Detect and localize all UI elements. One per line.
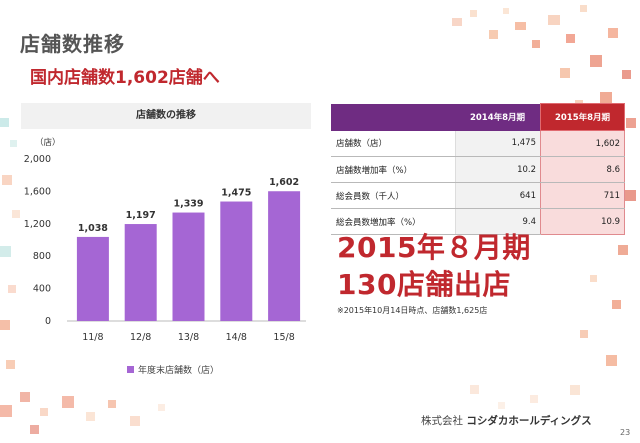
y-tick-label: 2,000: [24, 154, 51, 165]
value-2015: 711: [540, 182, 625, 209]
highlight-period: 2015年８月期: [337, 231, 531, 264]
bar: [268, 191, 301, 321]
x-tick-label: 14/8: [226, 332, 247, 343]
company-name: 株式会社 コシダカホールディングス: [421, 413, 592, 428]
bar-value-label: 1,197: [126, 210, 156, 221]
row-label: 総会員数（千人）: [331, 182, 455, 209]
row-label: 店舗数（店）: [331, 130, 455, 157]
highlight-openings: 130店舗出店: [337, 268, 511, 301]
chart-heading: 店舗数の推移: [21, 103, 311, 129]
bar: [172, 212, 205, 321]
legend-label: 年度末店舗数（店）: [138, 366, 220, 376]
y-tick-label: 0: [45, 316, 51, 327]
value-2014: 641: [454, 182, 541, 209]
y-unit-label: （店）: [35, 137, 61, 148]
footnote: ※2015年10月14日時点、店舗数1,625店: [337, 306, 488, 315]
table-row: 店舗数増加率（%） 10.2 8.6: [331, 156, 625, 183]
y-tick-label: 1,200: [24, 219, 51, 230]
header-label: [331, 103, 455, 131]
page-number: 23: [620, 428, 631, 437]
value-2015: 8.6: [540, 156, 625, 183]
value-2014: 1,475: [454, 130, 541, 157]
bar: [124, 224, 157, 321]
chart-plot: （店） 0 400 800 1,200 1,600 2,000 1,038 11/8 1,197 1…: [24, 137, 306, 343]
bar-value-label: 1,602: [269, 177, 299, 188]
bar-value-label: 1,475: [221, 188, 251, 199]
table-row: 店舗数（店） 1,475 1,602: [331, 130, 625, 157]
value-2014: 10.2: [454, 156, 541, 183]
y-tick-label: 1,600: [24, 186, 51, 197]
bar: [76, 236, 109, 321]
legend-swatch: [127, 366, 134, 373]
x-tick-label: 13/8: [178, 332, 199, 343]
page-subtitle: 国内店舗数1,602店舗へ: [30, 68, 220, 88]
value-2015: 1,602: [540, 130, 625, 157]
company-brand: コシダカホールディングス: [466, 415, 592, 427]
table-header-row: 2014年8月期 2015年8月期: [331, 103, 625, 131]
page-title: 店舗数推移: [20, 32, 125, 56]
value-2014: 9.4: [454, 208, 541, 235]
bar-value-label: 1,038: [78, 223, 108, 234]
chart-legend: 年度末店舗数（店）: [127, 363, 219, 376]
y-tick-label: 800: [33, 251, 51, 262]
y-tick-label: 400: [33, 284, 51, 295]
table-row: 総会員数増加率（%） 9.4 10.9: [331, 208, 625, 235]
bar: [220, 201, 253, 321]
x-tick-label: 15/8: [273, 332, 294, 343]
store-count-chart: 店舗数の推移 （店） 0 400 800 1,200 1,600 2,000 1,038 11/…: [21, 103, 311, 383]
header-2014: 2014年8月期: [455, 103, 541, 131]
bar-value-label: 1,339: [173, 199, 203, 210]
header-2015: 2015年8月期: [540, 103, 625, 131]
x-tick-label: 12/8: [130, 332, 151, 343]
row-label: 総会員数増加率（%）: [331, 208, 455, 235]
stats-table: 2014年8月期 2015年8月期 店舗数（店） 1,475 1,602 店舗数…: [331, 103, 625, 235]
value-2015: 10.9: [540, 208, 625, 235]
row-label: 店舗数増加率（%）: [331, 156, 455, 183]
x-tick-label: 11/8: [82, 332, 103, 343]
company-prefix: 株式会社: [421, 415, 463, 427]
table-row: 総会員数（千人） 641 711: [331, 182, 625, 209]
